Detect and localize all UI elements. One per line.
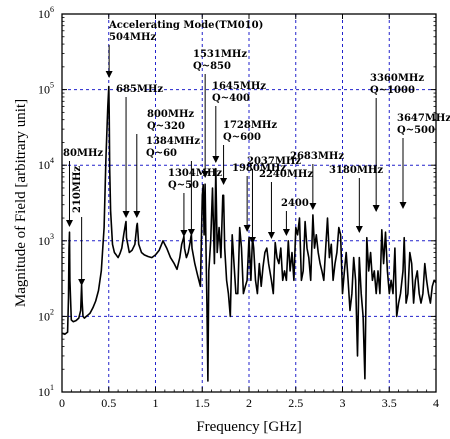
- y-tick-label: 104: [38, 156, 54, 172]
- annotation-1728mhz: 1728MHz Q~600: [220, 120, 277, 185]
- annotation-2240mhz: 2240MHz: [259, 169, 313, 239]
- annotation-label: 210MHz: [72, 166, 83, 213]
- x-tick-label: 2: [246, 396, 252, 410]
- x-tick-label: 4: [433, 396, 439, 410]
- annotation-label: 2683MHz: [290, 151, 344, 162]
- x-tick-label: 0: [59, 396, 65, 410]
- spectrum-line: [61, 85, 437, 382]
- x-tick-label: 1.5: [195, 396, 210, 410]
- annotation-label: 3180MHz: [329, 165, 383, 176]
- annotation-label: 800MHz Q~320: [147, 109, 194, 132]
- annotation-label: 2400: [281, 198, 309, 209]
- annotation-label: 1728MHz Q~600: [223, 120, 277, 143]
- annotation-800mhz: 800MHz Q~320: [133, 109, 194, 218]
- annotation-3180mhz: 3180MHz: [329, 165, 383, 233]
- y-tick-label: 103: [38, 232, 54, 248]
- x-tick-label: 2.5: [288, 396, 303, 410]
- annotation-1304mhz: 1304MHz Q~50: [168, 168, 222, 237]
- annotation-label: 1304MHz Q~50: [168, 168, 222, 191]
- x-tick-label: 1: [153, 396, 159, 410]
- annotation-2400: 2400: [281, 198, 309, 236]
- y-axis-ticks: 101 102 103 104 105 106: [38, 5, 436, 399]
- y-axis-title: Magnitude of Field [arbitrary unit]: [13, 99, 29, 307]
- annotation-80mhz: 80MHz: [63, 148, 103, 227]
- annotation-label: 1531MHz Q~850: [193, 49, 247, 72]
- annotation-685mhz: 685MHz: [116, 84, 163, 218]
- annotation-label: 3360MHz Q~1000: [370, 73, 424, 96]
- peak-annotations: 80MHz 210MHz Accelerating Mode(TM010) 504MH…: [63, 20, 450, 286]
- annotation-1980mhz: 1980MHz: [232, 163, 286, 232]
- annotation-label: 685MHz: [116, 84, 163, 95]
- spectrum-series: [61, 85, 437, 382]
- x-tick-label: 3.5: [382, 396, 397, 410]
- annotation-label: 1980MHz: [232, 163, 286, 174]
- grid-lines: [62, 14, 436, 392]
- y-tick-label: 102: [38, 307, 54, 323]
- annotation-label: 1645MHz Q~400: [212, 81, 266, 104]
- annotation-label: Accelerating Mode(TM010) 504MHz: [108, 20, 263, 43]
- y-tick-label: 101: [38, 383, 54, 399]
- y-tick-label: 105: [38, 81, 54, 97]
- annotation-1531mhz: 1531MHz Q~850: [193, 49, 247, 178]
- x-tick-label: 0.5: [101, 396, 116, 410]
- y-tick-label: 106: [38, 5, 54, 21]
- annotation-1384mhz: 1384MHz Q~60: [146, 136, 200, 236]
- x-tick-label: 3: [340, 396, 346, 410]
- annotation-label: 2037MHz: [247, 156, 301, 167]
- annotation-label: 1384MHz Q~60: [146, 136, 200, 159]
- annotation-label: 2240MHz: [259, 169, 313, 180]
- annotation-3360mhz: 3360MHz Q~1000: [370, 73, 424, 212]
- annotation-2683mhz: 2683MHz: [290, 151, 344, 210]
- x-axis-title: Frequency [GHz]: [196, 419, 301, 435]
- annotation-accelerating-mode-tm010-: Accelerating Mode(TM010) 504MHz: [105, 20, 263, 78]
- x-axis-ticks: 0 0.5 1 1.5 2 2.5 3 3.5 4: [59, 14, 439, 410]
- annotation-210mhz: 210MHz: [72, 166, 86, 286]
- annotation-label: 80MHz: [63, 148, 103, 159]
- annotation-3647mhz: 3647MHz Q~500: [397, 113, 450, 209]
- annotation-label: 3647MHz Q~500: [397, 113, 450, 136]
- annotation-2037mhz: 2037MHz: [247, 156, 301, 244]
- annotation-1645mhz: 1645MHz Q~400: [212, 81, 266, 163]
